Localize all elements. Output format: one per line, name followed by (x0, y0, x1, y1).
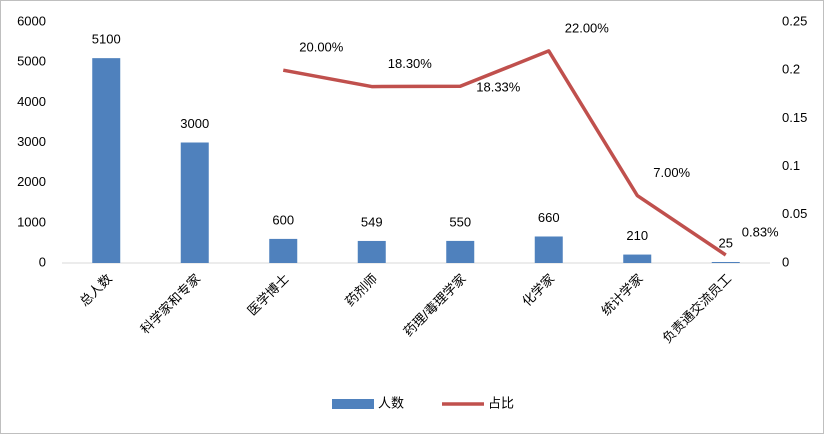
bar (623, 254, 652, 263)
legend-swatch (332, 399, 374, 409)
bar (180, 142, 209, 263)
bar (711, 261, 740, 263)
bar-value-label: 550 (449, 214, 471, 229)
bar-value-label: 3000 (180, 116, 209, 131)
bar (446, 240, 475, 263)
line-value-label: 18.30% (388, 56, 433, 71)
y-tick-label: 3000 (17, 134, 46, 149)
line-value-label: 7.00% (653, 165, 690, 180)
y2-tick-label: 0.05 (782, 206, 807, 221)
y2-tick-label: 0.15 (782, 110, 807, 125)
y-tick-label: 1000 (17, 214, 46, 229)
y-tick-label: 5000 (17, 54, 46, 69)
bar-value-label: 660 (538, 210, 560, 225)
bar-value-label: 600 (272, 212, 294, 227)
bar (92, 58, 121, 264)
y2-tick-label: 0.25 (782, 13, 807, 28)
line (282, 49, 727, 257)
line-value-label: 20.00% (299, 40, 344, 55)
y2-tick-label: 0 (782, 254, 789, 269)
bar (269, 238, 298, 263)
bar-value-label: 549 (361, 214, 383, 229)
line-value-label: 0.83% (742, 224, 779, 239)
bar (357, 240, 386, 263)
bar (534, 236, 563, 263)
y-tick-label: 2000 (17, 174, 46, 189)
legend-label: 人数 (378, 395, 404, 410)
y2-tick-label: 0.1 (782, 158, 800, 173)
y-tick-label: 6000 (17, 13, 46, 28)
y-tick-label: 4000 (17, 94, 46, 109)
bar-value-label: 5100 (92, 32, 121, 47)
y2-tick-label: 0.2 (782, 62, 800, 77)
legend-label: 占比 (488, 395, 514, 410)
line-value-label: 18.33% (476, 80, 521, 95)
bar-value-label: 25 (719, 235, 733, 250)
y-tick-label: 0 (39, 254, 46, 269)
line-value-label: 22.00% (565, 20, 610, 35)
bar-value-label: 210 (626, 228, 648, 243)
